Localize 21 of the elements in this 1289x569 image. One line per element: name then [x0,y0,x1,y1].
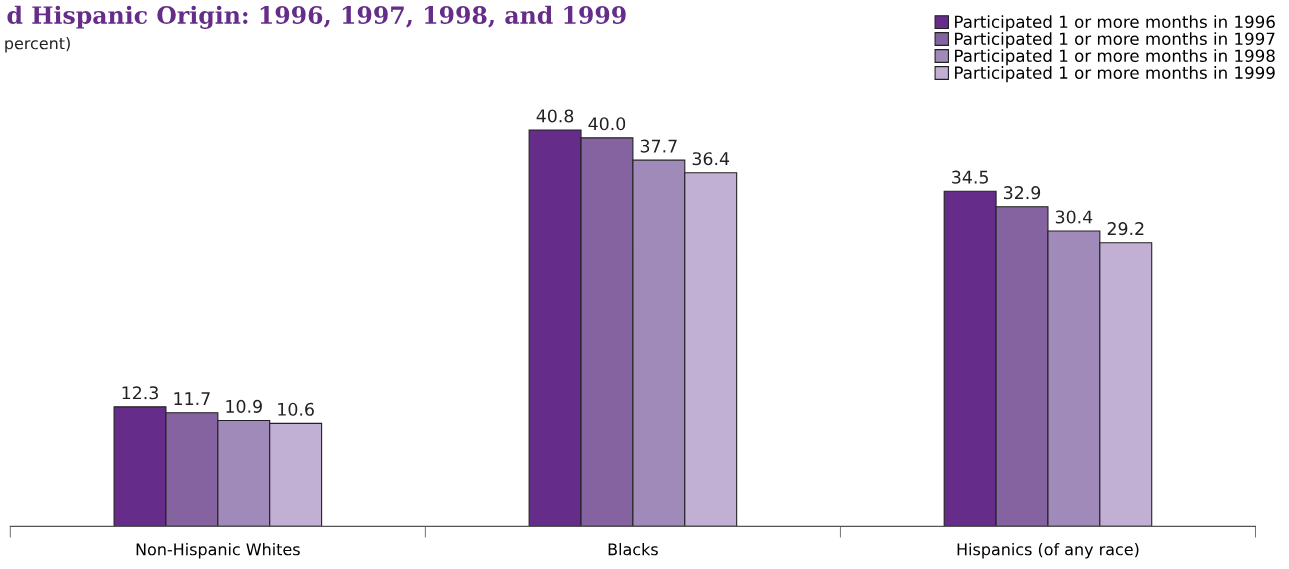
legend-label: Participated 1 or more months in 1997 [955,32,1275,49]
chart-title: d Hispanic Origin: 1996, 1997, 1998, and 1999 [7,5,626,29]
chart-subtitle: percent) [5,37,70,53]
data-label: 12.3 [122,386,158,400]
x-tick-label: Hispanics (of any race) [957,542,1139,559]
data-label: 29.2 [1107,222,1144,236]
x-tick-label: Blacks [608,542,658,556]
data-label: 37.7 [640,139,677,153]
legend-label: Participated 1 or more months in 1998 [955,49,1275,66]
data-label: 10.6 [278,402,314,416]
legend-label: Participated 1 or more months in 1996 [955,15,1275,32]
data-label: 36.4 [692,152,730,166]
data-label: 32.9 [1004,186,1041,200]
data-label: 40.8 [536,109,574,123]
data-label: 34.5 [952,170,988,184]
legend-label: Participated 1 or more months in 1999 [955,66,1275,83]
x-tick-label: Non-Hispanic Whites [136,542,300,559]
data-label: 40.0 [588,117,626,131]
data-label: 11.7 [174,392,210,405]
data-label: 10.9 [226,399,262,413]
data-label: 30.4 [1055,210,1093,224]
